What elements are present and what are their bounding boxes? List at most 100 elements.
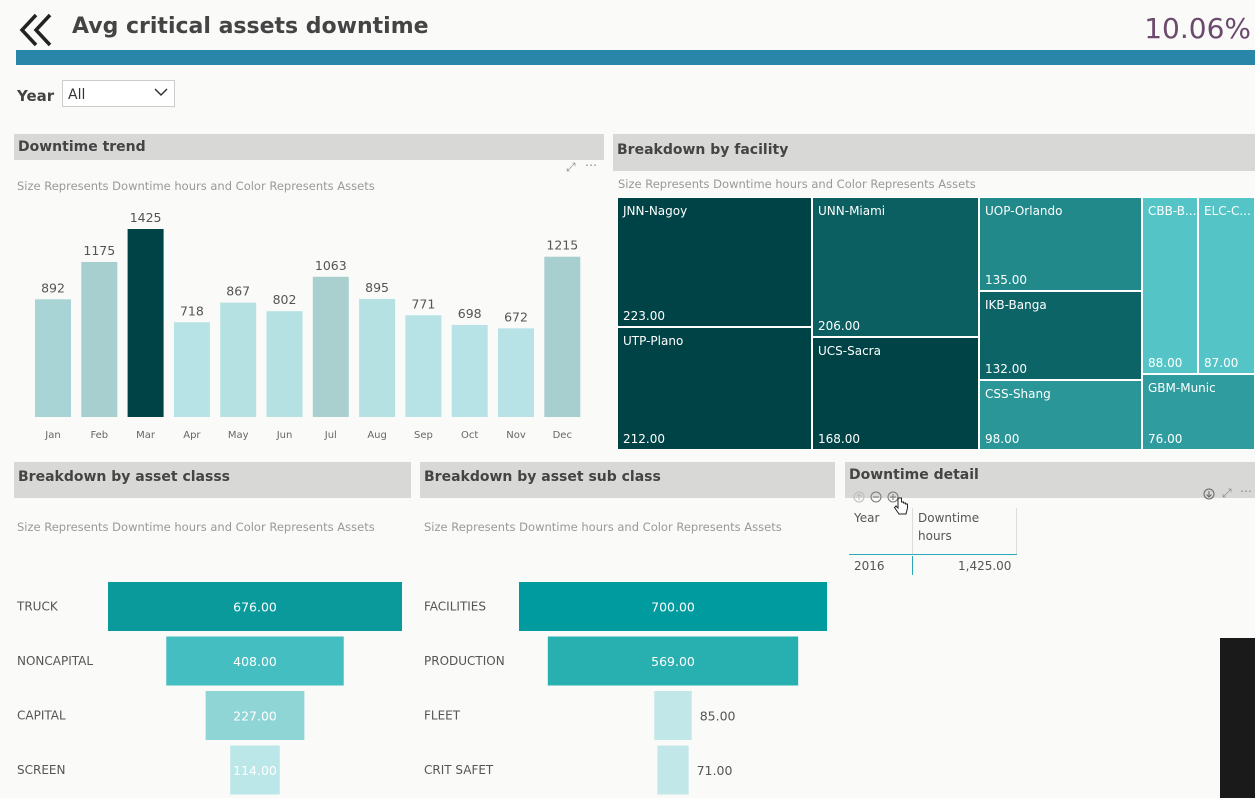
funnel-category-label: SCREEN — [17, 763, 65, 777]
trend-month-label: Jan — [44, 430, 60, 441]
trend-data-label: 802 — [273, 292, 297, 307]
funnel-bar[interactable] — [166, 636, 344, 686]
expand-all-icon[interactable] — [870, 488, 882, 507]
funnel-category-label: TRUCK — [16, 600, 59, 614]
funnel-bar[interactable] — [230, 745, 280, 795]
treemap-cell-name: UTP-Plano — [623, 334, 684, 348]
treemap-cell-value: 168.00 — [818, 432, 860, 446]
treemap-cell[interactable]: GBM-Munic 76.00 — [1142, 374, 1255, 450]
trend-bar[interactable] — [173, 322, 210, 417]
trend-data-label: 1175 — [83, 243, 115, 258]
back-icon[interactable] — [18, 12, 58, 48]
treemap-cell-value: 88.00 — [1148, 356, 1183, 370]
trend-data-label: 895 — [365, 280, 389, 295]
trend-bar[interactable] — [81, 261, 118, 417]
drill-up-icon[interactable] — [853, 488, 865, 507]
funnel-data-label: 71.00 — [697, 763, 733, 778]
trend-bar[interactable] — [127, 229, 164, 417]
asset-sub-class-subtitle: Size Represents Downtime hours and Color… — [424, 520, 782, 534]
treemap-cell[interactable]: UNN-Miami 206.00 — [812, 197, 979, 337]
detail-panel-header: Downtime detail — [845, 462, 1255, 498]
treemap-cell[interactable]: IKB-Banga 132.00 — [979, 291, 1142, 380]
funnel-bar[interactable] — [654, 691, 692, 740]
funnel-data-label: 569.00 — [651, 654, 695, 669]
treemap-cell[interactable]: UTP-Plano 212.00 — [617, 327, 812, 450]
year-dropdown[interactable]: All — [62, 80, 175, 107]
trend-bar[interactable] — [359, 298, 396, 417]
funnel-bar[interactable] — [519, 582, 827, 631]
treemap-cell-name: CBB-B... — [1148, 204, 1197, 218]
trend-bar[interactable] — [498, 328, 534, 417]
trend-data-label: 867 — [226, 284, 250, 299]
year-dropdown-value: All — [68, 87, 86, 103]
hand-cursor-icon — [893, 496, 909, 520]
trend-month-label: Feb — [90, 430, 108, 441]
trend-month-label: Dec — [553, 430, 572, 441]
trend-month-label: Sep — [414, 430, 433, 441]
trend-data-label: 1425 — [130, 210, 162, 225]
asset-sub-class-panel-header: Breakdown by asset sub class — [420, 462, 835, 498]
trend-bar[interactable] — [405, 315, 442, 417]
asset-class-panel-header: Breakdown by asset classs — [14, 462, 411, 498]
treemap-cell[interactable]: CBB-B... 88.00 — [1142, 197, 1198, 374]
trend-data-label: 1063 — [315, 258, 347, 273]
funnel-category-label: FACILITIES — [424, 600, 486, 614]
trend-month-label: Aug — [367, 430, 387, 441]
trend-month-label: Mar — [136, 430, 156, 441]
trend-bar[interactable] — [451, 324, 488, 417]
kpi-value: 10.06% — [1144, 12, 1251, 45]
asset-class-subtitle: Size Represents Downtime hours and Color… — [17, 520, 375, 534]
focus-mode-icon[interactable]: ⤢ — [566, 160, 576, 174]
trend-data-label: 892 — [41, 280, 65, 295]
dark-overlay-block — [1220, 638, 1255, 798]
table-header-underline — [849, 554, 1017, 555]
column-divider — [912, 556, 913, 575]
trend-data-label: 672 — [504, 309, 528, 324]
funnel-bar[interactable] — [547, 636, 799, 686]
funnel-bar[interactable] — [108, 582, 402, 631]
trend-bar[interactable] — [35, 299, 71, 417]
table-cell-year: 2016 — [854, 559, 885, 573]
funnel-category-label: PRODUCTION — [424, 654, 505, 668]
trend-month-label: Apr — [183, 430, 201, 441]
trend-bar[interactable] — [312, 276, 349, 417]
column-header-downtime[interactable]: Downtime — [918, 511, 980, 525]
treemap-cell-name: UOP-Orlando — [985, 204, 1063, 218]
treemap-cell[interactable]: UCS-Sacra 168.00 — [812, 337, 979, 450]
funnel-category-label: NONCAPITAL — [17, 654, 93, 668]
column-header-hours[interactable]: hours — [918, 529, 952, 543]
trend-bar[interactable] — [266, 311, 303, 417]
treemap-cell-name: IKB-Banga — [985, 298, 1047, 312]
treemap-cell-name: UCS-Sacra — [818, 344, 881, 358]
column-divider — [912, 508, 913, 554]
facility-subtitle: Size Represents Downtime hours and Color… — [618, 177, 976, 191]
treemap-cell-value: 132.00 — [985, 362, 1027, 376]
treemap-cell[interactable]: JNN-Nagoy 223.00 — [617, 197, 812, 327]
treemap-cell-name: JNN-Nagoy — [623, 204, 688, 218]
funnel-bar[interactable] — [657, 745, 689, 795]
download-icon[interactable] — [1203, 488, 1215, 503]
trend-bar[interactable] — [544, 256, 581, 417]
more-options-icon[interactable]: ⋯ — [585, 158, 597, 172]
treemap-cell-value: 98.00 — [985, 432, 1020, 446]
more-options-icon[interactable]: ⋯ — [1240, 484, 1252, 498]
treemap-cell-value: 87.00 — [1204, 356, 1239, 370]
treemap-cell[interactable]: ELC-C... 87.00 — [1198, 197, 1255, 374]
year-filter-label: Year — [17, 87, 55, 105]
facility-treemap: JNN-Nagoy 223.00 UTP-Plano 212.00 UNN-Miami 2… — [617, 197, 1255, 450]
funnel-data-label: 408.00 — [233, 654, 277, 669]
focus-mode-icon[interactable]: ⤢ — [1222, 486, 1232, 500]
treemap-cell[interactable]: UOP-Orlando 135.00 — [979, 197, 1142, 291]
treemap-cell-value: 212.00 — [623, 432, 665, 446]
treemap-cell-value: 76.00 — [1148, 432, 1183, 446]
drill-down-icon[interactable] — [887, 488, 899, 507]
facility-panel-header: Breakdown by facility — [613, 134, 1255, 171]
trend-bar[interactable] — [220, 302, 257, 417]
funnel-category-label: CRIT SAFET — [424, 763, 494, 777]
funnel-bar[interactable] — [205, 691, 305, 740]
trend-month-label: Nov — [506, 430, 526, 441]
treemap-cell[interactable]: CSS-Shang 98.00 — [979, 380, 1142, 450]
trend-data-label: 1215 — [546, 238, 578, 253]
column-header-year[interactable]: Year — [854, 511, 880, 525]
treemap-cell-value: 223.00 — [623, 309, 665, 323]
